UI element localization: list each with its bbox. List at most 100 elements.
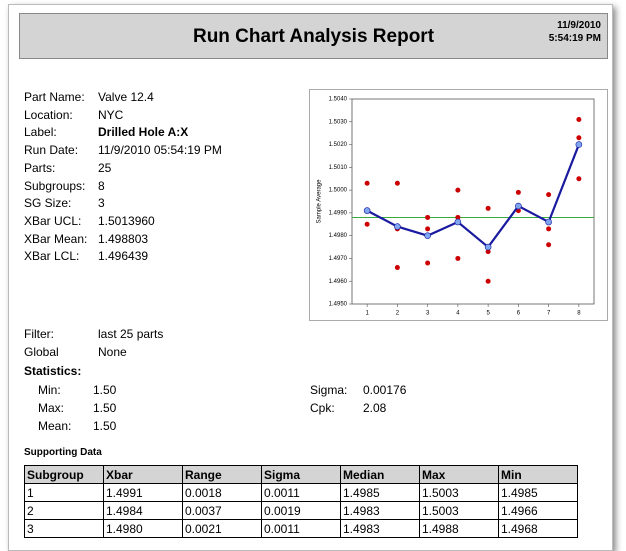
report-page: Run Chart Analysis Report 11/9/2010 5:54… [8,4,613,551]
table-cell: 0.0011 [261,519,341,538]
table-cell: 2 [24,501,104,520]
stat-value: 2.08 [363,401,387,415]
header-row: Subgroup Xbar Range Sigma Median Max Min [24,465,578,484]
detail-value: 3 [98,196,105,211]
table-cell: 0.0019 [261,501,341,520]
supporting-title: Supporting Data [24,447,102,458]
reading-point [364,180,370,186]
table-cell: 1.4988 [419,519,499,538]
reading-point [485,278,491,284]
detail-label: XBar LCL: [24,249,80,264]
stat-label: Cpk: [310,401,335,415]
statistics-title: Statistics: [24,364,82,378]
table-cell: 1.4968 [498,519,578,538]
table-cell: 3 [24,519,104,538]
x-tick-label: 8 [577,311,581,317]
y-tick-label: 1.4970 [329,256,348,262]
stat-value: 1.50 [93,401,117,415]
filter-label: Filter: [24,327,54,341]
y-axis-label: Sample Average [317,179,323,224]
xbar-line [366,144,580,249]
x-tick-label: 5 [486,311,490,317]
report-time: 5:54:19 PM [548,33,601,44]
run-chart: 1.4950 1.4960 1.4970 1.4980 1.4990 1.5000 1.50… [317,97,595,317]
detail-label: Subgroups: [24,178,86,193]
reading-point [515,189,521,195]
x-tick-label: 6 [517,311,521,317]
stat-value: 1.50 [93,383,117,397]
table-cell: 1 [24,483,104,502]
reading-point [455,187,461,193]
table-cell: 0.0037 [182,501,262,520]
column-header: Subgroup [24,465,104,484]
table-cell: 1.4985 [340,483,420,502]
y-tick-label: 1.4980 [329,233,348,239]
detail-label: Label: [24,125,57,140]
table-cell: 0.0021 [182,519,262,538]
table-cell: 1.5003 [419,501,499,520]
table-cell: 1.4985 [498,483,578,502]
reading-point [394,265,400,271]
reading-point [546,242,552,248]
table-cell: 1.4983 [340,519,420,538]
x-tick-label: 1 [365,311,369,317]
detail-label: XBar UCL: [24,213,82,228]
reading-point [425,214,431,220]
reading-point [546,226,552,232]
column-header: Median [340,465,420,484]
y-tick-label: 1.5030 [329,119,348,125]
detail-value: 1.496439 [98,249,149,264]
detail-value: Valve 12.4 [98,90,154,104]
detail-label: XBar Mean: [24,231,88,246]
y-tick-label: 1.4960 [329,279,348,285]
chart-panel: 1.4950 1.4960 1.4970 1.4980 1.4990 1.5000 1.50… [309,89,608,321]
report-header: Run Chart Analysis Report 11/9/2010 5:54… [19,13,608,59]
detail-label: Run Date: [24,143,79,158]
timestamp: 11/9/2010 5:54:19 PM [549,19,601,45]
reading-point [485,205,491,211]
reading-point [576,176,582,182]
y-tick-label: 1.4950 [329,302,348,308]
column-header: Max [419,465,499,484]
reading-point [455,214,461,220]
detail-value: 11/9/2010 05:54:19 PM [98,143,222,158]
stat-label: Max: [38,401,65,415]
stat-value: 1.50 [93,419,117,433]
x-tick-label: 2 [396,311,400,317]
y-tick-label: 1.5010 [329,165,348,171]
xbar-point [424,232,431,239]
xbar-point [575,141,583,148]
report-title: Run Chart Analysis Report [192,26,435,47]
detail-label: Parts: [24,160,56,175]
xbar-point [515,202,522,210]
stat-label: Sigma: [310,383,348,397]
xbar-point [363,207,371,214]
reading-point [546,192,552,198]
reading-point [485,249,491,255]
reading-point [364,221,370,227]
reading-point [425,260,431,266]
x-tick-label: 7 [547,311,551,317]
table-cell: 0.0011 [261,483,341,502]
y-tick-label: 1.4990 [329,210,348,216]
xbar-point [545,218,552,226]
filter-value: last 25 parts [98,327,164,341]
reading-point [576,135,582,141]
reading-point [576,117,582,122]
table-cell: 1.4966 [498,501,578,520]
filter-value: None [98,345,127,359]
y-tick-label: 1.5020 [329,142,348,148]
supporting-table: Subgroup Xbar Range Sigma Median Max Min 1 1.499… [24,465,578,538]
y-tick-label: 1.5000 [329,188,348,194]
table-cell: 1.5003 [419,483,499,502]
detail-value: 25 [98,160,112,175]
detail-label: Location: [24,107,73,122]
table-row: 1 1.4991 0.0018 0.0011 1.4985 1.5003 1.4985 [24,483,578,502]
table-cell: 0.0018 [182,483,262,502]
column-header: Xbar [103,465,183,484]
x-tick-label: 3 [426,311,430,317]
detail-value: 1.5013960 [98,213,155,228]
xbar-point [484,243,492,251]
reading-point [425,226,431,232]
